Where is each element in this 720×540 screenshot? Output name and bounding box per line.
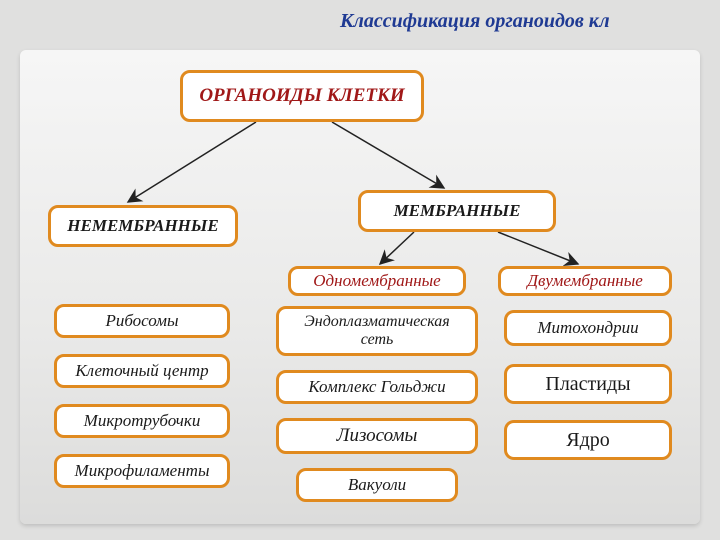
edge-membrane-to-double bbox=[498, 232, 578, 264]
node-label-microtub: Микротрубочки bbox=[84, 411, 201, 431]
node-mito: Митохондрии bbox=[504, 310, 672, 346]
edge-membrane-to-single bbox=[380, 232, 414, 264]
node-vacuole: Вакуоли bbox=[296, 468, 458, 502]
node-label-cellcenter: Клеточный центр bbox=[75, 361, 208, 381]
node-lyso: Лизосомы bbox=[276, 418, 478, 454]
node-label-nonmembrane: НЕМЕМБРАННЫЕ bbox=[67, 216, 218, 236]
node-label-golgi: Комплекс Гольджи bbox=[308, 377, 445, 397]
node-nucleus: Ядро bbox=[504, 420, 672, 460]
node-label-ribo: Рибосомы bbox=[105, 311, 178, 331]
node-membrane: МЕМБРАННЫЕ bbox=[358, 190, 556, 232]
node-double: Двумембранные bbox=[498, 266, 672, 296]
node-label-er: Эндоплазматическая сеть bbox=[287, 313, 467, 350]
node-label-vacuole: Вакуоли bbox=[348, 475, 406, 495]
node-label-microfil: Микрофиламенты bbox=[75, 461, 210, 481]
node-label-root: ОРГАНОИДЫ КЛЕТКИ bbox=[199, 85, 404, 107]
node-label-nucleus: Ядро bbox=[566, 429, 610, 452]
node-er: Эндоплазматическая сеть bbox=[276, 306, 478, 356]
node-microtub: Микротрубочки bbox=[54, 404, 230, 438]
node-plastid: Пластиды bbox=[504, 364, 672, 404]
node-golgi: Комплекс Гольджи bbox=[276, 370, 478, 404]
node-label-membrane: МЕМБРАННЫЕ bbox=[394, 201, 521, 221]
node-label-plastid: Пластиды bbox=[545, 373, 630, 396]
node-nonmembrane: НЕМЕМБРАННЫЕ bbox=[48, 205, 238, 247]
node-root: ОРГАНОИДЫ КЛЕТКИ bbox=[180, 70, 424, 122]
node-label-single: Одномембранные bbox=[313, 271, 440, 291]
edge-root-to-nonmembrane bbox=[128, 122, 256, 202]
node-label-double: Двумембранные bbox=[527, 271, 643, 291]
diagram-panel: ОРГАНОИДЫ КЛЕТКИ НЕМЕМБРАННЫЕ МЕМБРАННЫЕ Од… bbox=[20, 50, 700, 524]
edge-root-to-membrane bbox=[332, 122, 444, 188]
node-single: Одномембранные bbox=[288, 266, 466, 296]
node-label-lyso: Лизосомы bbox=[337, 425, 418, 447]
node-label-mito: Митохондрии bbox=[537, 318, 638, 338]
page-title: Классификация органоидов кл bbox=[340, 10, 610, 33]
node-cellcenter: Клеточный центр bbox=[54, 354, 230, 388]
node-microfil: Микрофиламенты bbox=[54, 454, 230, 488]
node-ribo: Рибосомы bbox=[54, 304, 230, 338]
